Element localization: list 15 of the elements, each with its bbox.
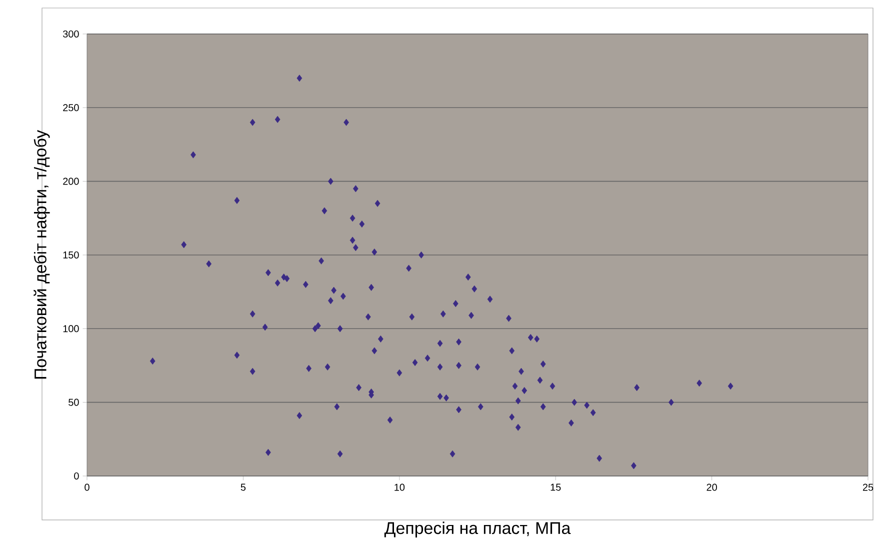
y-tick-label: 150 <box>63 251 79 259</box>
x-tick-label: 0 <box>84 484 90 491</box>
x-tick-label: 10 <box>394 484 405 491</box>
x-axis-title: Депресія на пласт, МПа <box>384 522 571 538</box>
y-tick-label: 100 <box>63 325 79 332</box>
x-tick-label: 25 <box>862 484 874 491</box>
y-axis-title: Початковий дебіт нафти, т/добу <box>34 130 50 379</box>
y-tick-label: 200 <box>63 178 79 185</box>
x-tick-label: 20 <box>706 484 717 491</box>
x-tick-label: 15 <box>550 484 561 491</box>
y-tick-label: 250 <box>63 104 79 112</box>
y-tick-label: 0 <box>74 472 79 480</box>
y-tick-label: 300 <box>62 30 79 38</box>
x-tick-label: 5 <box>240 484 246 491</box>
y-tick-label: 50 <box>68 398 79 406</box>
